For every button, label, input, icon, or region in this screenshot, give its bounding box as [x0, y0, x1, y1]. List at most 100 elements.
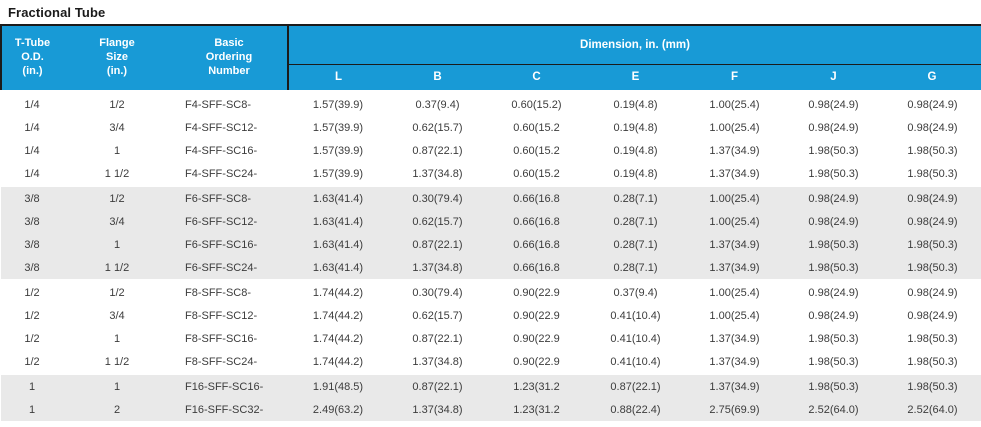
- cell-dim-g: 1.98(50.3): [883, 373, 981, 398]
- cell-dim-c: 0.60(15.2: [487, 116, 586, 139]
- cell-dim-e: 0.28(7.1): [586, 210, 685, 233]
- cell-dim-j: 0.98(24.9): [784, 210, 883, 233]
- cell-dim-g: 0.98(24.9): [883, 304, 981, 327]
- cell-flange-size: 1 1/2: [63, 256, 171, 280]
- cell-dim-c: 0.66(16.8: [487, 233, 586, 256]
- cell-dim-f: 1.00(25.4): [685, 210, 784, 233]
- cell-dim-b: 0.30(79.4): [388, 279, 487, 304]
- table-row: 3/8 1 1/2 F6-SFF-SC24- 1.63(41.4) 1.37(3…: [1, 256, 981, 280]
- cell-dim-g: 0.98(24.9): [883, 279, 981, 304]
- cell-tube-od: 1/4: [1, 116, 63, 139]
- cell-dim-c: 0.60(15.2): [487, 90, 586, 116]
- header-tube-od: T-Tube O.D. (in.): [0, 24, 63, 93]
- cell-dim-e: 0.19(4.8): [586, 90, 685, 116]
- cell-dim-c: 0.90(22.9: [487, 327, 586, 350]
- cell-ordering-number: F16-SFF-SC32-: [171, 398, 288, 421]
- table-row: 1/4 1 F4-SFF-SC16- 1.57(39.9) 0.87(22.1)…: [1, 139, 981, 162]
- cell-dim-g: 1.98(50.3): [883, 139, 981, 162]
- cell-tube-od: 3/8: [1, 210, 63, 233]
- cell-dim-j: 1.98(50.3): [784, 327, 883, 350]
- cell-dim-e: 0.28(7.1): [586, 233, 685, 256]
- cell-dim-c: 0.66(16.8: [487, 185, 586, 210]
- table-header: T-Tube O.D. (in.) Flange Size (in.) Basi…: [0, 23, 981, 93]
- header-row-main: T-Tube O.D. (in.) Flange Size (in.) Basi…: [0, 23, 981, 93]
- cell-dim-c: 0.90(22.9: [487, 304, 586, 327]
- cell-tube-od: 3/8: [1, 185, 63, 210]
- cell-dim-l: 1.63(41.4): [288, 185, 388, 210]
- cell-dim-f: 1.37(34.9): [685, 350, 784, 374]
- cell-dim-j: 0.98(24.9): [784, 279, 883, 304]
- cell-dim-f: 1.00(25.4): [685, 304, 784, 327]
- cell-ordering-number: F16-SFF-SC16-: [171, 373, 288, 398]
- cell-ordering-number: F8-SFF-SC12-: [171, 304, 288, 327]
- cell-dim-f: 1.00(25.4): [685, 185, 784, 210]
- cell-dim-e: 0.19(4.8): [586, 139, 685, 162]
- cell-dim-g: 0.98(24.9): [883, 185, 981, 210]
- cell-tube-od: 1/4: [1, 90, 63, 116]
- table-row: 1/4 3/4 F4-SFF-SC12- 1.57(39.9) 0.62(15.…: [1, 116, 981, 139]
- table-row: 3/8 1 F6-SFF-SC16- 1.63(41.4) 0.87(22.1)…: [1, 233, 981, 256]
- cell-dim-b: 0.62(15.7): [388, 116, 487, 139]
- cell-dim-f: 1.37(34.9): [685, 373, 784, 398]
- cell-dim-g: 1.98(50.3): [883, 233, 981, 256]
- cell-dim-l: 1.91(48.5): [288, 373, 388, 398]
- cell-dim-g: 2.52(64.0): [883, 398, 981, 421]
- cell-ordering-number: F8-SFF-SC16-: [171, 327, 288, 350]
- cell-flange-size: 1/2: [63, 90, 171, 116]
- cell-dim-e: 0.28(7.1): [586, 185, 685, 210]
- cell-tube-od: 1/2: [1, 350, 63, 374]
- header-dimension-group: Dimension, in. (mm): [286, 23, 981, 65]
- cell-dim-g: 0.98(24.9): [883, 116, 981, 139]
- cell-flange-size: 1/2: [63, 279, 171, 304]
- cell-dim-b: 0.87(22.1): [388, 373, 487, 398]
- table-row: 1 2 F16-SFF-SC32- 2.49(63.2) 1.37(34.8) …: [1, 398, 981, 421]
- cell-dim-f: 1.37(34.9): [685, 233, 784, 256]
- table-row: 1/4 1/2 F4-SFF-SC8- 1.57(39.9) 0.37(9.4)…: [1, 90, 981, 116]
- cell-flange-size: 1: [63, 233, 171, 256]
- cell-tube-od: 1/2: [1, 304, 63, 327]
- cell-dim-c: 0.60(15.2: [487, 162, 586, 186]
- cell-tube-od: 3/8: [1, 233, 63, 256]
- cell-dim-f: 1.37(34.9): [685, 256, 784, 280]
- cell-dim-l: 1.57(39.9): [288, 139, 388, 162]
- cell-dim-g: 1.98(50.3): [883, 162, 981, 186]
- table-row: 1 1 F16-SFF-SC16- 1.91(48.5) 0.87(22.1) …: [1, 373, 981, 398]
- cell-dim-b: 1.37(34.8): [388, 162, 487, 186]
- cell-tube-od: 1/2: [1, 279, 63, 304]
- table-row: 1/2 1/2 F8-SFF-SC8- 1.74(44.2) 0.30(79.4…: [1, 279, 981, 304]
- cell-dim-l: 1.74(44.2): [288, 327, 388, 350]
- cell-dim-e: 0.41(10.4): [586, 350, 685, 374]
- cell-dim-e: 0.41(10.4): [586, 327, 685, 350]
- cell-ordering-number: F4-SFF-SC24-: [171, 162, 288, 186]
- cell-dim-g: 0.98(24.9): [883, 210, 981, 233]
- header-ordering-number: Basic Ordering Number: [171, 24, 288, 93]
- cell-dim-l: 2.49(63.2): [288, 398, 388, 421]
- header-dim-j: J: [784, 64, 883, 93]
- cell-flange-size: 1 1/2: [63, 350, 171, 374]
- cell-dim-e: 0.28(7.1): [586, 256, 685, 280]
- cell-flange-size: 3/4: [63, 210, 171, 233]
- cell-ordering-number: F6-SFF-SC16-: [171, 233, 288, 256]
- cell-dim-j: 2.52(64.0): [784, 398, 883, 421]
- cell-ordering-number: F4-SFF-SC12-: [171, 116, 288, 139]
- cell-tube-od: 1/4: [1, 139, 63, 162]
- cell-dim-j: 0.98(24.9): [784, 304, 883, 327]
- cell-tube-od: 1/4: [1, 162, 63, 186]
- cell-dim-g: 0.98(24.9): [883, 90, 981, 116]
- cell-dim-c: 0.66(16.8: [487, 210, 586, 233]
- table-row: 1/2 1 1/2 F8-SFF-SC24- 1.74(44.2) 1.37(3…: [1, 350, 981, 374]
- cell-dim-j: 1.98(50.3): [784, 162, 883, 186]
- table-body: 1/4 1/2 F4-SFF-SC8- 1.57(39.9) 0.37(9.4)…: [1, 90, 981, 421]
- cell-dim-e: 0.37(9.4): [586, 279, 685, 304]
- cell-dim-b: 1.37(34.8): [388, 256, 487, 280]
- cell-dim-j: 0.98(24.9): [784, 116, 883, 139]
- page-title: Fractional Tube: [8, 5, 106, 20]
- table-row: 1/2 3/4 F8-SFF-SC12- 1.74(44.2) 0.62(15.…: [1, 304, 981, 327]
- cell-dim-c: 0.66(16.8: [487, 256, 586, 280]
- cell-dim-g: 1.98(50.3): [883, 327, 981, 350]
- cell-dim-l: 1.74(44.2): [288, 350, 388, 374]
- header-dim-e: E: [586, 64, 685, 93]
- cell-ordering-number: F6-SFF-SC12-: [171, 210, 288, 233]
- header-row-dimension-letters: L B C E F J G: [1, 64, 981, 93]
